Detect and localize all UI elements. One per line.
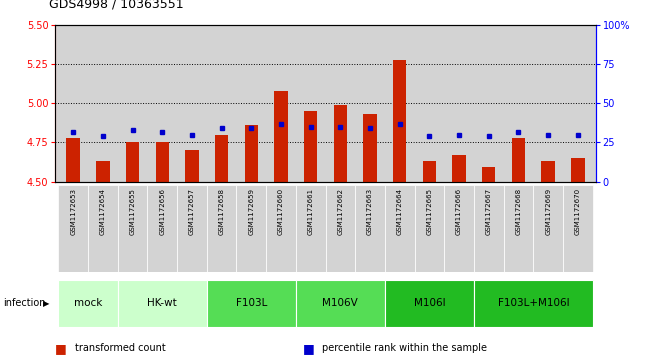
Bar	[334, 105, 347, 182]
Bar	[126, 142, 139, 182]
Text: ■: ■	[55, 342, 67, 355]
Text: GSM1172661: GSM1172661	[308, 188, 314, 235]
Bar	[266, 185, 296, 272]
Text: F103L: F103L	[236, 298, 267, 308]
Bar	[118, 280, 207, 327]
Bar	[156, 142, 169, 182]
Text: GSM1172653: GSM1172653	[70, 188, 76, 235]
Bar	[215, 135, 229, 182]
Bar	[236, 185, 266, 272]
Text: GSM1172659: GSM1172659	[248, 188, 255, 235]
Bar	[118, 185, 147, 272]
Bar	[571, 158, 585, 182]
Bar	[245, 125, 258, 182]
Bar	[385, 280, 474, 327]
Bar	[59, 185, 88, 272]
Bar	[88, 185, 118, 272]
Text: GSM1172668: GSM1172668	[516, 188, 521, 235]
Bar	[363, 114, 377, 182]
Text: GSM1172665: GSM1172665	[426, 188, 432, 235]
Text: GSM1172656: GSM1172656	[159, 188, 165, 235]
Bar	[415, 185, 444, 272]
Text: infection: infection	[3, 298, 46, 308]
Bar	[207, 280, 296, 327]
Text: GSM1172655: GSM1172655	[130, 188, 135, 234]
Bar	[385, 185, 415, 272]
Text: GSM1172662: GSM1172662	[337, 188, 343, 235]
Text: GSM1172666: GSM1172666	[456, 188, 462, 235]
Text: percentile rank within the sample: percentile rank within the sample	[322, 343, 487, 354]
Bar	[296, 280, 385, 327]
Text: GSM1172664: GSM1172664	[396, 188, 403, 235]
Bar	[66, 138, 80, 182]
Bar	[512, 138, 525, 182]
Bar	[482, 167, 495, 182]
Bar	[504, 185, 533, 272]
Bar	[207, 185, 236, 272]
Bar	[296, 185, 326, 272]
Text: GSM1172660: GSM1172660	[278, 188, 284, 235]
Text: transformed count: transformed count	[75, 343, 165, 354]
Bar	[444, 185, 474, 272]
Text: ▶: ▶	[43, 299, 49, 307]
Bar	[186, 150, 199, 182]
Bar	[452, 155, 465, 182]
Bar	[355, 185, 385, 272]
Text: M106I: M106I	[413, 298, 445, 308]
Text: GSM1172669: GSM1172669	[545, 188, 551, 235]
Text: M106V: M106V	[322, 298, 358, 308]
Text: GSM1172670: GSM1172670	[575, 188, 581, 235]
Bar	[474, 280, 592, 327]
Text: GSM1172663: GSM1172663	[367, 188, 373, 235]
Bar	[59, 280, 118, 327]
Bar	[274, 91, 288, 182]
Bar	[474, 185, 504, 272]
Bar	[533, 185, 563, 272]
Text: GSM1172667: GSM1172667	[486, 188, 492, 235]
Bar	[542, 161, 555, 182]
Text: GSM1172657: GSM1172657	[189, 188, 195, 235]
Text: HK-wt: HK-wt	[147, 298, 177, 308]
Bar	[147, 185, 177, 272]
Bar	[177, 185, 207, 272]
Text: F103L+M106I: F103L+M106I	[497, 298, 569, 308]
Text: GSM1172654: GSM1172654	[100, 188, 106, 234]
Bar	[304, 111, 317, 182]
Text: GDS4998 / 10363551: GDS4998 / 10363551	[49, 0, 184, 11]
Bar	[326, 185, 355, 272]
Bar	[96, 161, 109, 182]
Text: ■: ■	[303, 342, 314, 355]
Bar	[563, 185, 592, 272]
Text: mock: mock	[74, 298, 102, 308]
Bar	[422, 161, 436, 182]
Text: GSM1172658: GSM1172658	[219, 188, 225, 235]
Bar	[393, 60, 406, 182]
